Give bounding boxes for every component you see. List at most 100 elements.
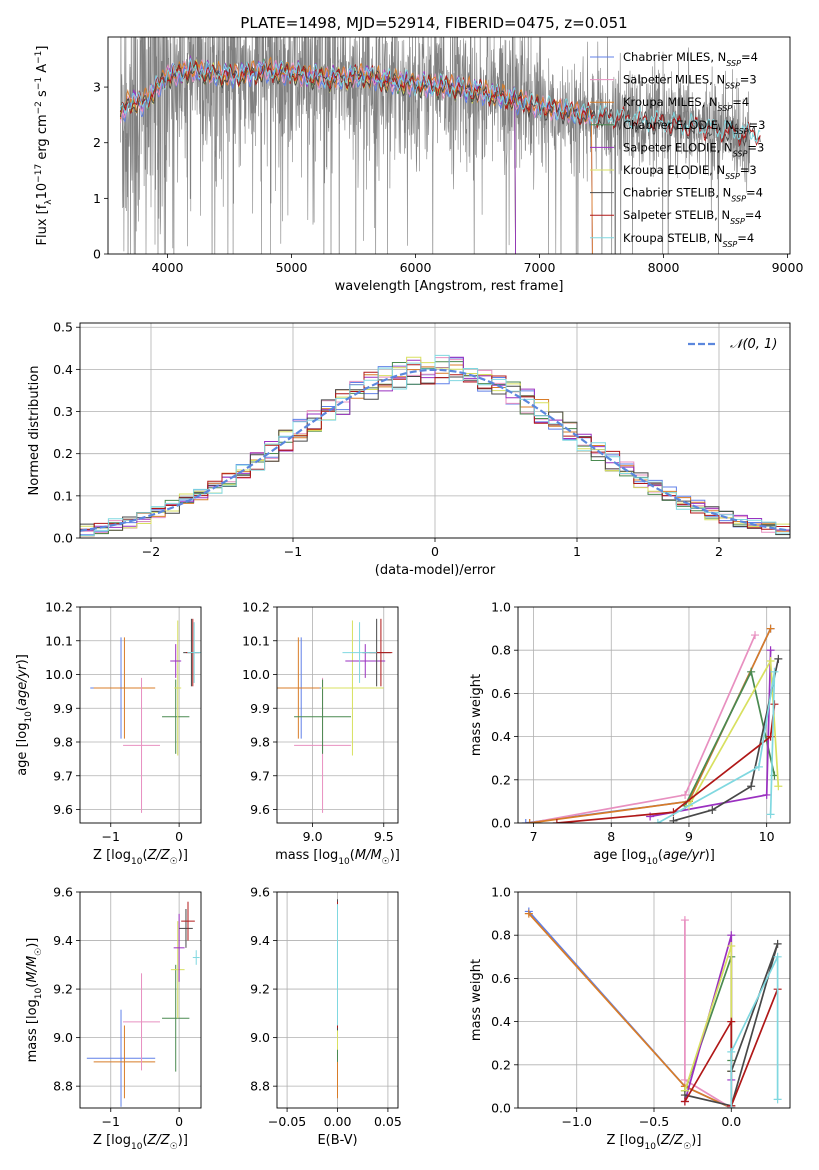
plus-marker [680, 1097, 689, 1106]
x-axis-label-part: age [log [593, 848, 646, 863]
y-tick-label: 10.2 [45, 600, 73, 615]
legend-label-sub: SSP [734, 126, 749, 135]
x-axis-label-part: )] [390, 848, 400, 863]
x-axis-label-part: ☉ [170, 1142, 178, 1152]
weight_vs_age-plot-area [521, 624, 783, 823]
y-tick-label: 10.1 [242, 633, 270, 648]
legend-label-count: =4 [745, 208, 762, 222]
x-tick-label: 6000 [400, 260, 432, 275]
x-axis-label-part: ( [658, 848, 663, 863]
errorbar-point [173, 913, 185, 982]
x-axis-label-part: Z/Z [660, 1133, 684, 1148]
plus-marker [727, 1017, 736, 1026]
x-axis-label-part: ☉ [382, 857, 390, 867]
y-tick-label: 10.0 [242, 667, 270, 682]
plus-marker [727, 931, 736, 940]
x-axis-label: Z [log10(Z/Z☉)] [93, 1133, 188, 1152]
x-tick-label: 9.5 [374, 829, 394, 844]
y-axis-label-part: M/M [25, 956, 40, 983]
x-axis-label-part: Z [log [93, 1133, 131, 1148]
weight-line-chabrier-stelib [673, 658, 780, 822]
y-tick-label: 8.8 [250, 1079, 270, 1094]
x-tick-label: −1.0 [562, 1114, 592, 1129]
x-tick-label: 2 [715, 544, 723, 559]
x-tick-label: −1 [284, 544, 302, 559]
errorbar-point [187, 622, 201, 683]
y-tick-label: 9.6 [250, 885, 270, 900]
y-axis-label-part: A [35, 64, 50, 77]
x-tick-label: 0 [175, 1114, 183, 1129]
y-axis-label-part: mass weight [469, 959, 484, 1041]
legend-label-name: Salpeter ELODIE, N [623, 140, 733, 154]
x-axis-label-part: 10 [644, 1142, 656, 1152]
y-axis-label-part: ( [15, 706, 30, 711]
y-tick-label: 10.1 [45, 633, 73, 648]
plus-marker [774, 782, 783, 791]
y-axis-label: Flux [fλ10−17 erg cm−2 s−1 A−1] [34, 46, 54, 246]
residuals-plot-area [80, 354, 790, 537]
legend-label-name: Chabrier MILES, N [623, 50, 726, 64]
plus-marker [774, 654, 783, 663]
errorbar-point [321, 620, 384, 756]
legend-label-count: =3 [740, 163, 757, 177]
plus-marker [727, 942, 736, 950]
x-axis-label-part: 10 [131, 857, 143, 867]
x-axis-label-part: 10 [338, 857, 350, 867]
legend-label-name: Kroupa MILES, N [623, 95, 718, 109]
x-axis-label-part: 10 [646, 857, 658, 867]
plus-marker [770, 667, 779, 676]
model-spectrum-kroupa-stelib [119, 57, 761, 144]
errorbar-point [86, 1009, 156, 1107]
model-spectrum-salpeter-stelib [119, 60, 761, 147]
x-axis-label: wavelength [Angstrom, rest frame] [335, 279, 564, 294]
model-spectrum-salpeter-miles [119, 59, 593, 254]
y-tick-label: 0.5 [53, 320, 73, 335]
plus-marker [552, 819, 561, 823]
y-axis-label: Normed distribution [27, 366, 42, 496]
x-tick-label: 9 [685, 829, 693, 844]
legend-label: Salpeter STELIB, NSSP=4 [623, 208, 762, 226]
x-tick-label: 0.0 [721, 1114, 741, 1129]
y-tick-label: 9.2 [250, 982, 270, 997]
legend-label-sub: SSP [730, 217, 745, 226]
y-tick-label: 3 [93, 80, 101, 95]
y-axis-label-part: ] [35, 46, 50, 51]
legend-label-name: Chabrier STELIB, N [623, 186, 731, 200]
y-axis-label-part: Flux [f [35, 204, 50, 245]
weight_vs_Z-plot-area [524, 907, 782, 1108]
weight-line-kroupa-stelib [730, 956, 779, 1108]
y-tick-label: 0.4 [53, 362, 73, 377]
axes-frame [517, 606, 791, 824]
plus-marker [681, 790, 690, 799]
legend-label-sub: SSP [731, 194, 746, 203]
spectrum-title: PLATE=1498, MJD=52914, FIBERID=0475, z=0… [240, 14, 627, 32]
axes-frame [79, 606, 202, 824]
model-spectrum-chabrier-stelib [119, 61, 761, 147]
y-tick-label: 0.2 [491, 1057, 511, 1072]
y-tick-label: 9.9 [250, 701, 270, 716]
errorbar-point [345, 644, 386, 678]
legend-label: Salpeter MILES, NSSP=3 [623, 73, 757, 91]
x-tick-label: 1 [573, 544, 581, 559]
y-tick-label: 0.0 [491, 1101, 511, 1116]
plus-marker [751, 631, 760, 640]
y-tick-label: 1 [93, 191, 101, 206]
y-tick-label: 9.6 [53, 802, 73, 817]
y-axis-label-part: −1 [34, 77, 44, 90]
plus-marker [766, 810, 775, 819]
errorbar-point [93, 1025, 156, 1099]
y-tick-label: 0.4 [491, 729, 511, 744]
errorbar-point [179, 908, 193, 948]
legend-label-name: Kroupa ELODIE, N [623, 163, 725, 177]
legend-label: Salpeter ELODIE, NSSP=3 [623, 140, 764, 158]
x-axis-label-part: Z/Z [147, 1133, 171, 1148]
weight-line-kroupa-stelib [657, 671, 776, 823]
errorbar-point [93, 637, 156, 739]
y-axis-label-part: −2 [34, 101, 44, 114]
axes-frame [79, 891, 202, 1109]
normal-curve [80, 368, 790, 532]
x-axis-label: mass [log10(M/M☉)] [275, 848, 400, 867]
x-tick-label: 5000 [276, 260, 308, 275]
legend-label-sub: SSP [725, 172, 740, 181]
